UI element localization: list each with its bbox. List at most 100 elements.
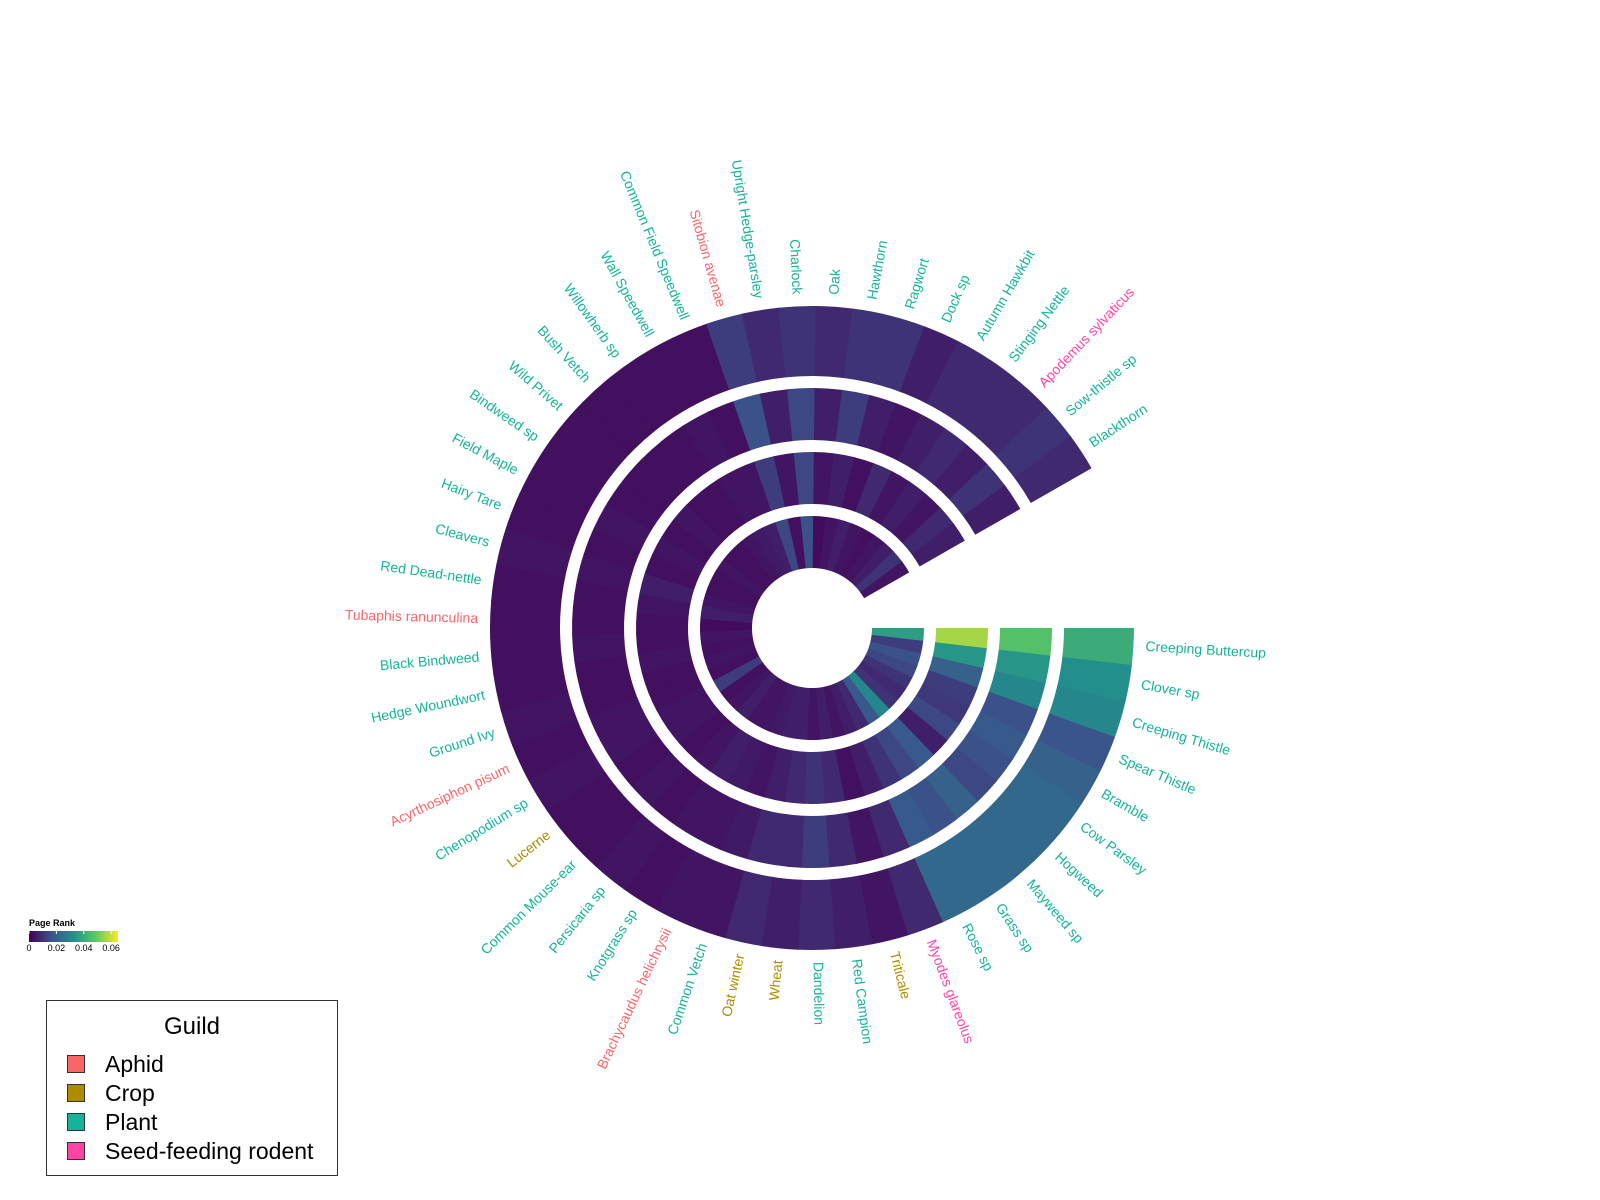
heatmap-cell [505, 492, 584, 551]
heatmap-cell [886, 858, 943, 936]
heatmap-cell [754, 456, 786, 511]
heatmap-cell [759, 389, 794, 445]
legend-label: Seed-feeding rodent [105, 1137, 314, 1164]
heatmap-cell [907, 695, 960, 741]
heatmap-cell [609, 355, 678, 433]
category-label: Black Bindweed [379, 648, 480, 673]
heatmap-cell [700, 618, 753, 632]
category-label: Hogweed [1052, 849, 1106, 901]
category-label: Ground Ivy [427, 724, 497, 761]
heatmap-cell [741, 533, 781, 582]
heatmap-cell [951, 359, 1021, 437]
legend-item-crop: Crop [67, 1080, 155, 1106]
heatmap-cell [939, 828, 1007, 906]
heatmap-cell [636, 631, 690, 654]
heatmap-cell [874, 726, 919, 780]
heatmap-cell [856, 394, 897, 453]
heatmap-cell [832, 523, 864, 575]
heatmap-cell [775, 518, 800, 572]
category-label: Cow Parsley [1077, 818, 1150, 877]
heatmap-cell [576, 552, 634, 591]
heatmap-cell [886, 717, 934, 769]
category-label: Dock sp [938, 272, 973, 325]
heatmap-cell [787, 516, 806, 570]
heatmap-cell [1022, 740, 1101, 805]
heatmap-cell [731, 540, 775, 587]
heatmap-cell [1005, 765, 1083, 835]
heatmap-cell [974, 382, 1048, 457]
heatmap-cell [915, 683, 970, 725]
heatmap-cell [871, 628, 924, 642]
heatmap-cell [794, 687, 810, 740]
heatmap-cell [736, 672, 778, 720]
heatmap-cell [988, 670, 1046, 711]
heatmap-cell [861, 734, 902, 790]
heatmap-cell [493, 663, 569, 712]
category-label: Mayweed sp [1024, 876, 1087, 946]
heatmap-cell [726, 736, 766, 791]
heatmap-cell [773, 452, 800, 507]
heatmap-cell [778, 306, 817, 378]
heatmap-cell [935, 628, 988, 649]
heatmap-cell [806, 687, 821, 741]
heatmap-cell [723, 549, 770, 592]
heatmap-cell [1057, 656, 1132, 703]
heatmap-cell [716, 558, 765, 597]
heatmap-cell [622, 459, 679, 513]
heatmap-cell [841, 457, 875, 512]
category-label: Red Campion [849, 958, 876, 1045]
heatmap-cell [812, 516, 827, 569]
heatmap-cell [700, 605, 754, 623]
category-label: Charlock [787, 239, 806, 296]
category-label: Myodes glareolus [924, 937, 978, 1045]
heatmap-cell [593, 502, 652, 550]
category-label: Creeping Buttercup [1145, 638, 1267, 661]
category-label: Common Vetch [664, 941, 710, 1037]
heatmap-cell [773, 813, 805, 868]
heatmap-cell [648, 673, 703, 712]
heatmap-cell [710, 569, 761, 604]
heatmap-cell [892, 493, 941, 544]
colorbar-tick-label: 0 [26, 943, 32, 953]
heatmap-cell [880, 481, 927, 534]
heatmap-cell [707, 401, 751, 459]
heatmap-cell [1037, 713, 1115, 773]
heatmap-cell [656, 686, 711, 729]
category-label: Knotgrass sp [583, 906, 640, 984]
heatmap-cell [897, 707, 948, 756]
heatmap-cell [733, 393, 772, 451]
category-label: Persicaria sp [545, 883, 608, 956]
heatmap-cell [813, 388, 844, 442]
heatmap-cell [636, 612, 689, 634]
heatmap-cell [926, 341, 992, 419]
heatmap-cell [572, 606, 625, 636]
category-label: Bramble [1099, 785, 1152, 825]
heatmap-cell [1062, 628, 1134, 667]
heatmap-cell [829, 875, 873, 950]
heatmap-cell [913, 844, 976, 923]
heatmap-cell [661, 519, 715, 564]
heatmap-cell [727, 667, 772, 712]
colorbar-title: Page Rank [29, 918, 76, 928]
heatmap-cell [899, 326, 960, 404]
heatmap-cell [707, 649, 760, 681]
heatmap-cell [741, 307, 787, 383]
heatmap-cell [855, 463, 893, 518]
heatmap-cell [846, 807, 884, 864]
legend-swatch-plant [67, 1113, 85, 1131]
heatmap-cell [720, 801, 762, 860]
heatmap-cell [637, 645, 693, 674]
heatmap-cell [820, 749, 845, 804]
legend-title: Guild [163, 1013, 221, 1040]
legend-label: Aphid [105, 1050, 164, 1077]
heatmap-cell [599, 716, 658, 765]
heatmap-cell [1048, 685, 1126, 739]
heatmap-cell [969, 711, 1027, 760]
heatmap-cell [719, 662, 767, 703]
heatmap-cell [763, 522, 793, 574]
heatmap-cell [850, 542, 894, 588]
heatmap-cell [877, 403, 922, 461]
heatmap-cell [872, 315, 926, 393]
legend-item-plant: Plant [67, 1109, 157, 1135]
